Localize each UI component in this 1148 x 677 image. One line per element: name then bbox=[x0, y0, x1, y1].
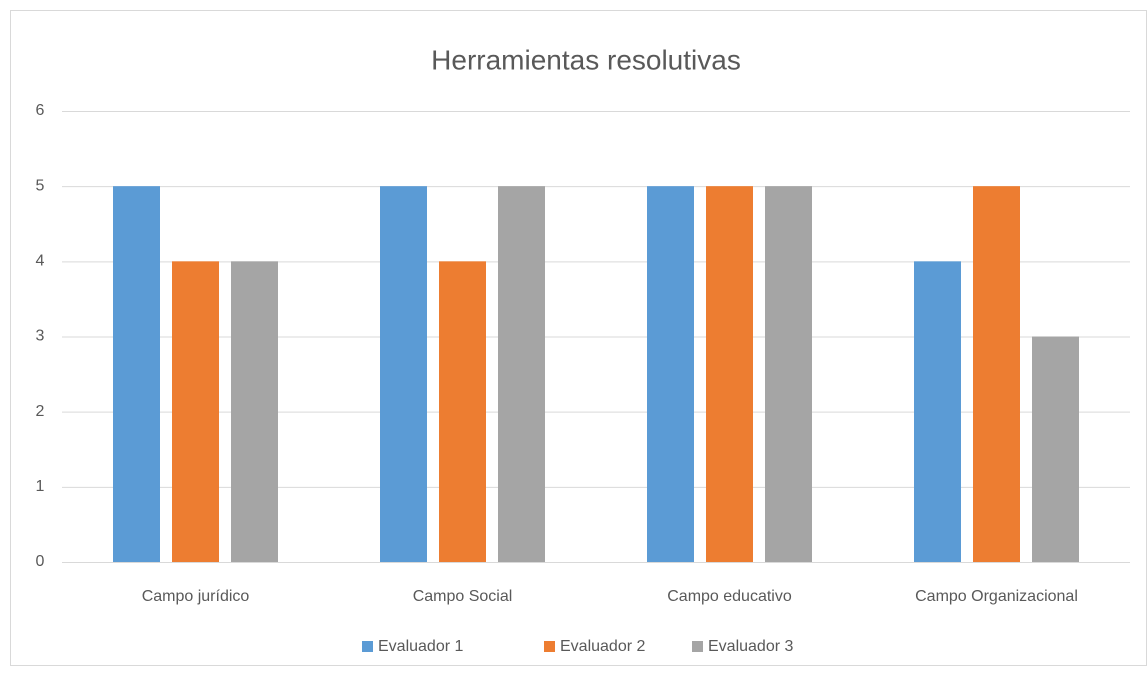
y-tick-label: 4 bbox=[36, 253, 45, 270]
y-tick-label: 0 bbox=[36, 553, 45, 570]
x-tick-label: Campo Organizacional bbox=[915, 588, 1078, 605]
y-tick-label: 3 bbox=[36, 328, 45, 345]
bar bbox=[765, 186, 812, 562]
bar bbox=[231, 261, 278, 562]
y-tick-label: 5 bbox=[36, 177, 45, 194]
bar bbox=[113, 186, 160, 562]
y-tick-label: 1 bbox=[36, 478, 45, 495]
legend-swatch bbox=[692, 641, 703, 652]
legend-label: Evaluador 1 bbox=[378, 638, 463, 655]
y-tick-label: 2 bbox=[36, 403, 45, 420]
bar bbox=[706, 186, 753, 562]
bar bbox=[439, 261, 486, 562]
x-tick-label: Campo jurídico bbox=[142, 588, 250, 605]
bar bbox=[914, 261, 961, 562]
chart-title: Herramientas resolutivas bbox=[431, 44, 741, 75]
bar bbox=[172, 261, 219, 562]
x-tick-label: Campo Social bbox=[413, 588, 513, 605]
bar bbox=[973, 186, 1020, 562]
x-tick-label: Campo educativo bbox=[667, 588, 792, 605]
bar bbox=[498, 186, 545, 562]
bar bbox=[380, 186, 427, 562]
legend-swatch bbox=[544, 641, 555, 652]
y-tick-label: 6 bbox=[36, 102, 45, 119]
bar bbox=[1032, 336, 1079, 562]
legend-swatch bbox=[362, 641, 373, 652]
legend-label: Evaluador 2 bbox=[560, 638, 645, 655]
bar bbox=[647, 186, 694, 562]
legend-label: Evaluador 3 bbox=[708, 638, 793, 655]
